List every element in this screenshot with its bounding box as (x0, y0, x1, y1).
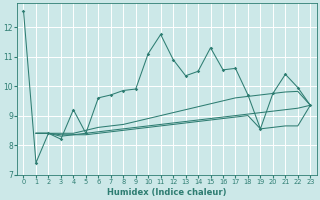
X-axis label: Humidex (Indice chaleur): Humidex (Indice chaleur) (107, 188, 227, 197)
